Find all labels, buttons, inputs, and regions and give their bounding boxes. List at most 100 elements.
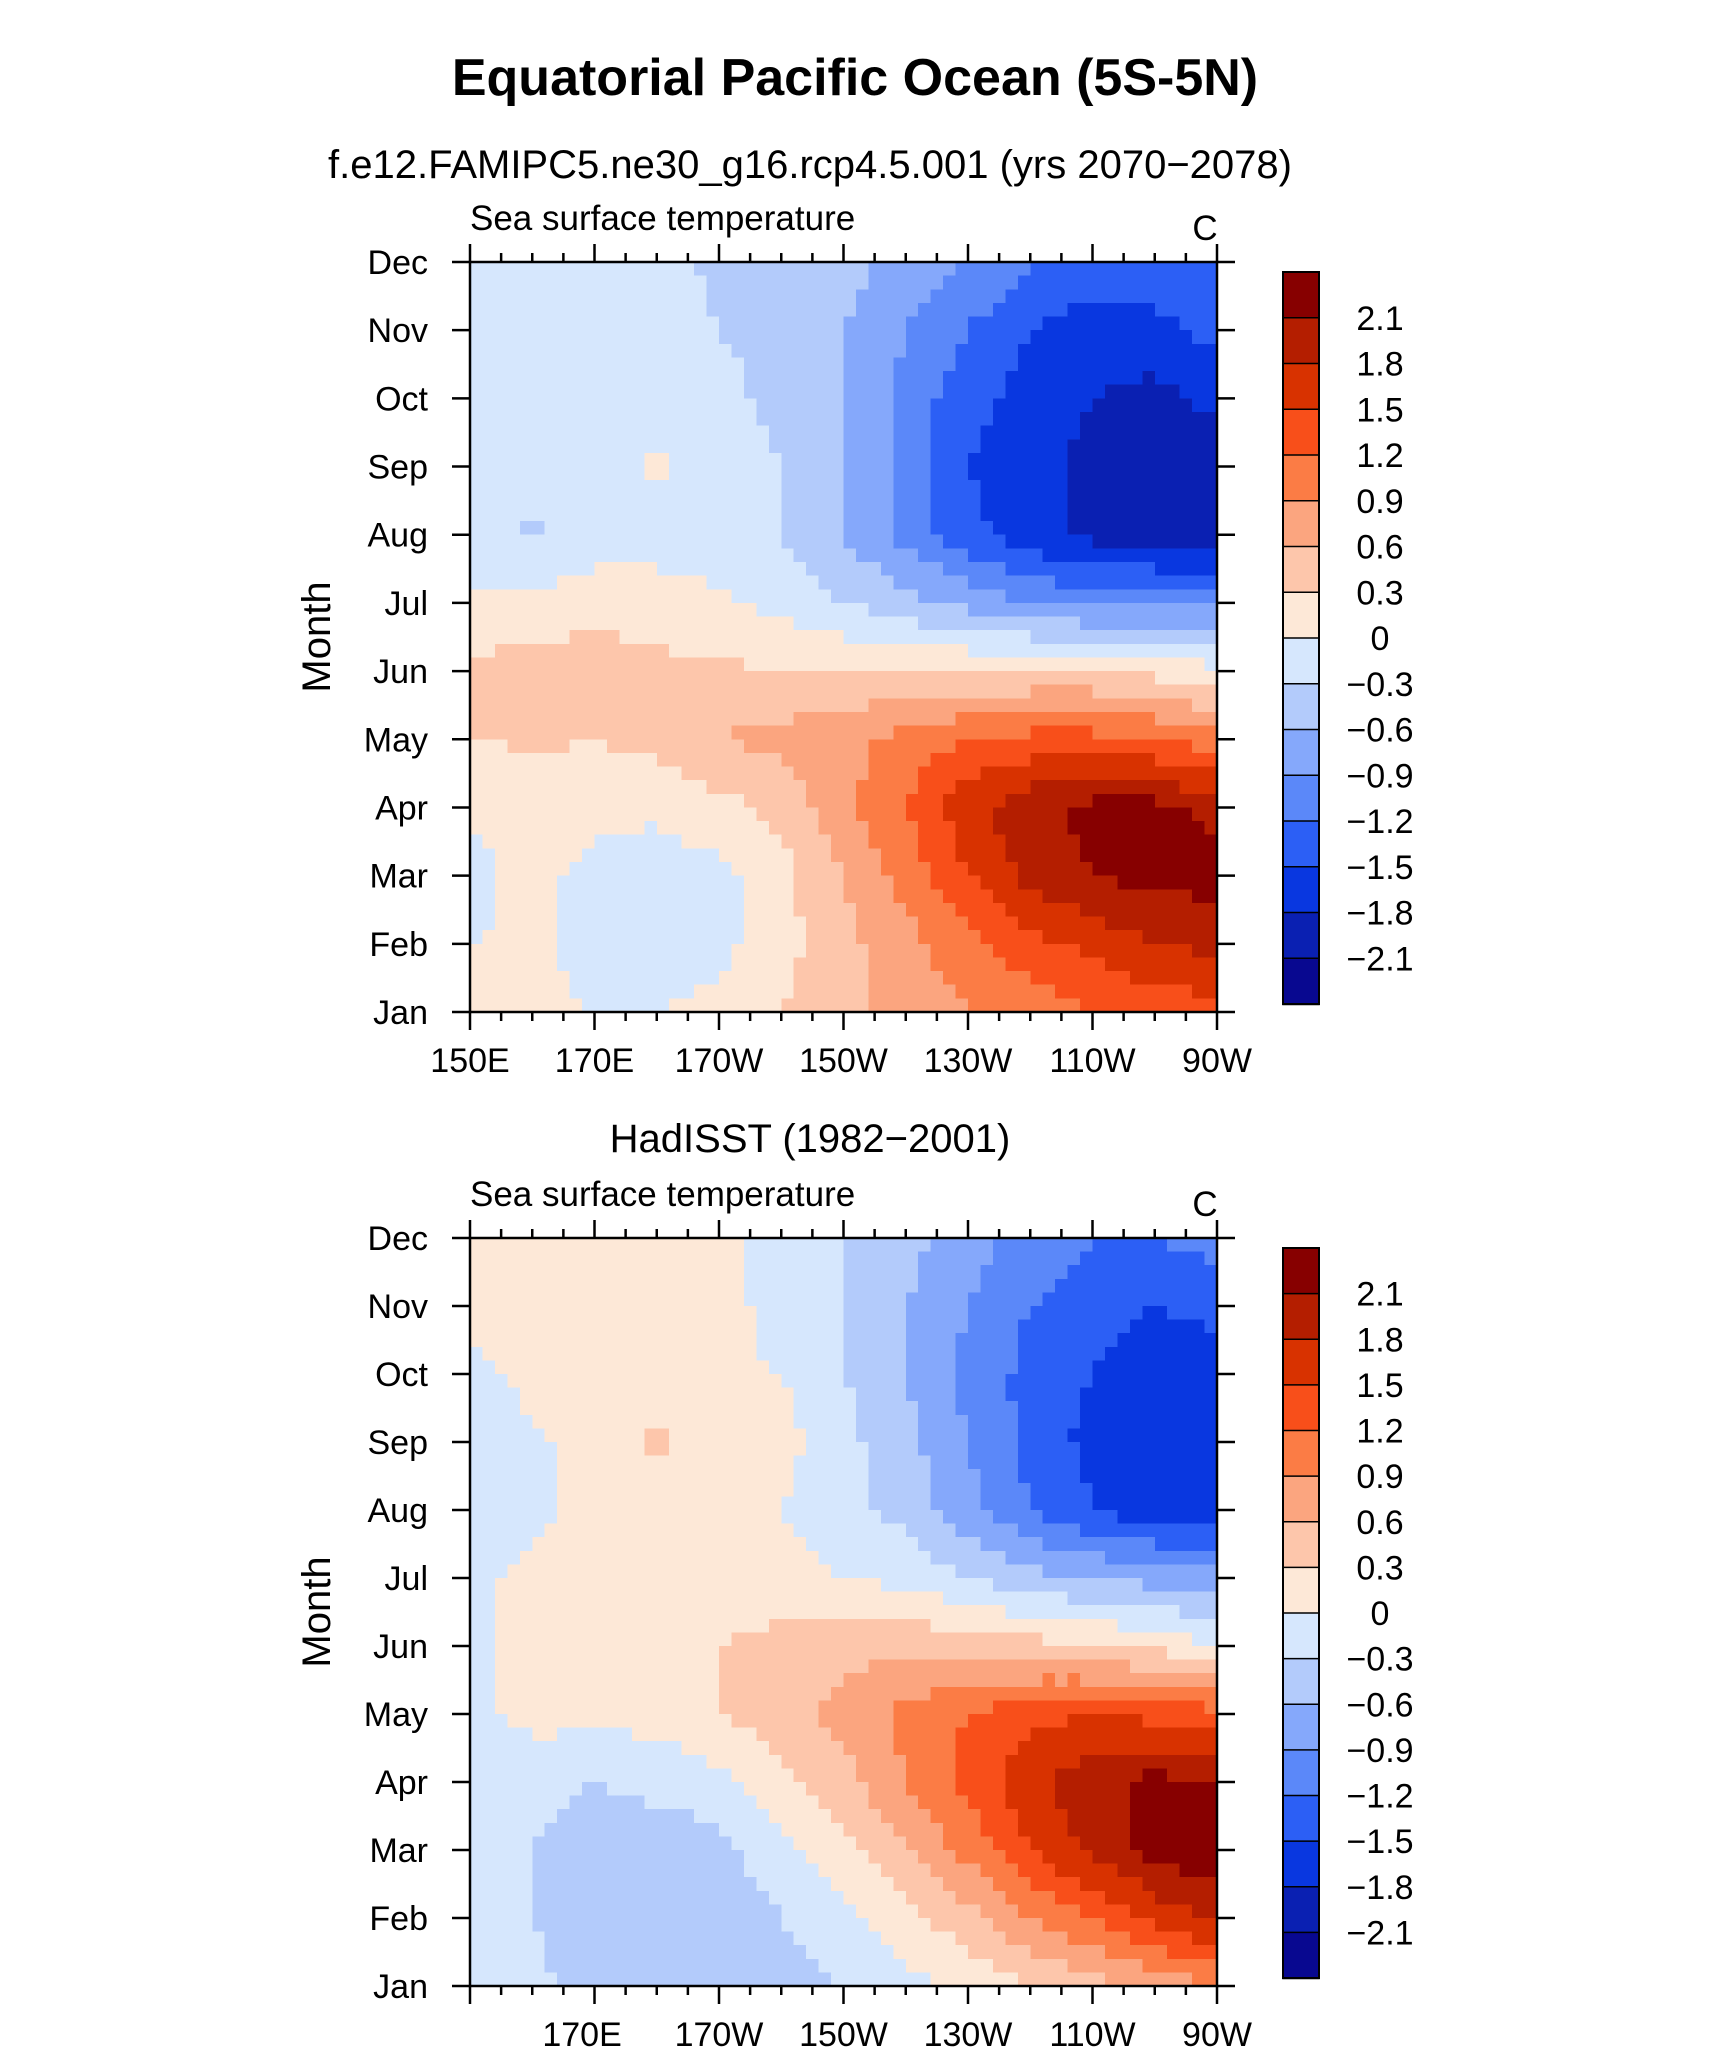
sst-cell [731,1632,745,1647]
sst-cell [1142,902,1156,918]
sst-cell [482,1795,496,1810]
sst-cell [519,302,533,318]
sst-cell [719,1360,733,1375]
sst-cell [494,752,508,768]
sst-cell [569,1972,583,1987]
sst-cell [494,1673,508,1688]
sst-cell [544,752,558,768]
sst-cell [880,289,894,304]
sst-cell [880,916,894,931]
sst-cell [544,1591,558,1606]
sst-cell [1104,371,1118,386]
sst-cell [868,821,882,836]
sst-cell [893,916,907,931]
sst-cell [793,1523,807,1538]
sst-cell [606,262,620,277]
sst-cell [619,739,633,754]
sst-cell [1179,343,1193,359]
sst-cell [1154,452,1168,468]
sst-cell [1192,562,1206,577]
sst-cell [1179,793,1193,809]
sst-cell [557,684,571,699]
sst-cell [893,684,907,699]
sst-cell [943,452,957,468]
sst-cell [806,1387,820,1402]
sst-cell [756,1278,770,1293]
sst-cell [631,984,645,999]
sst-cell [756,1931,770,1946]
sst-cell [756,1741,770,1756]
y-tick-label: Feb [369,926,428,964]
sst-cell [694,1251,708,1266]
sst-cell [943,371,957,386]
sst-cell [818,316,832,331]
sst-cell [1142,971,1156,986]
sst-cell [482,630,496,645]
sst-cell [793,1578,807,1593]
sst-cell [656,1578,670,1593]
sst-cell [1179,439,1193,454]
sst-cell [631,902,645,918]
sst-cell [519,807,533,822]
sst-cell [1092,902,1106,918]
sst-cell [557,384,571,399]
sst-cell [532,780,546,795]
sst-cell [1167,262,1181,277]
sst-cell [494,548,508,563]
sst-cell [880,766,894,781]
sst-cell [482,1251,496,1266]
sst-cell [831,930,845,945]
sst-cell [980,848,994,863]
sst-cell [719,398,733,413]
sst-cell [719,766,733,781]
sst-cell [731,1251,745,1266]
sst-cell [992,602,1006,618]
sst-cell [507,1727,521,1742]
sst-cell [494,1578,508,1593]
sst-cell [1104,357,1118,372]
sst-cell [781,1496,795,1511]
sst-cell [656,1714,670,1729]
sst-cell [544,1877,558,1892]
sst-cell [594,1863,608,1878]
sst-cell [706,1591,720,1606]
sst-cell [619,971,633,986]
sst-cell [793,357,807,372]
sst-cell [1067,480,1081,495]
sst-cell [719,630,733,645]
sst-cell [1067,998,1081,1013]
sst-cell [569,1686,583,1701]
sst-cell [694,275,708,290]
sst-cell [470,1387,484,1402]
sst-cell [1167,316,1181,331]
sst-cell [557,371,571,386]
sst-cell [818,371,832,386]
sst-cell [719,889,733,904]
sst-cell [1080,357,1094,372]
sst-cell [482,671,496,686]
sst-cell [569,302,583,318]
subtitle: f.e12.FAMIPC5.ne30_g16.rcp4.5.001 (yrs 2… [328,143,1292,187]
sst-cell [669,466,683,481]
sst-cell [532,1822,546,1837]
sst-cell [930,521,944,536]
sst-cell [606,1564,620,1579]
sst-cell [1042,302,1056,318]
sst-cell [743,1251,757,1266]
sst-cell [1154,766,1168,781]
sst-cell [582,1632,596,1647]
sst-cell [594,1945,608,1960]
sst-cell [644,848,658,863]
sst-cell [494,330,508,345]
sst-cell [992,752,1006,768]
colorbar-swatch [1282,866,1320,914]
sst-cell [955,398,969,413]
sst-cell [507,725,521,740]
sst-cell [768,984,782,999]
sst-cell [1042,575,1056,590]
sst-cell [743,1768,757,1783]
sst-cell [494,562,508,577]
sst-cell [582,412,596,427]
sst-cell [482,1958,496,1973]
sst-cell [768,780,782,795]
